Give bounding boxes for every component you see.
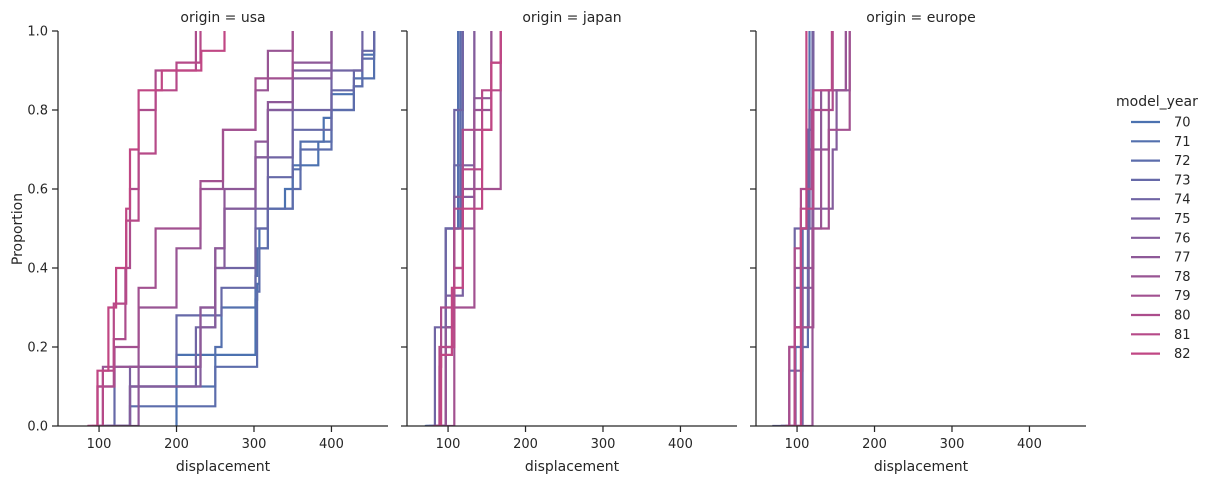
series-line-82 bbox=[794, 31, 808, 426]
facet-panel-2: origin = japan 100 200 300 400 displacement bbox=[401, 10, 737, 475]
facet-panel-1: origin = usa 100 200 300 400 0.0 0.2 0.4 0.6 0.8 1… bbox=[27, 10, 388, 475]
x-tick-label: 400 bbox=[668, 437, 693, 452]
legend-label: 73 bbox=[1174, 173, 1191, 188]
y-axis-label: Proportion bbox=[10, 193, 26, 265]
series-line-74 bbox=[429, 31, 464, 426]
legend-label: 74 bbox=[1174, 193, 1191, 208]
legend-entry-74: 74 bbox=[1131, 193, 1191, 208]
legend-label: 70 bbox=[1174, 116, 1191, 131]
x-tick-label: 200 bbox=[862, 437, 887, 452]
panel-title: origin = usa bbox=[180, 10, 265, 26]
series-lines bbox=[424, 31, 502, 426]
legend-entry-78: 78 bbox=[1131, 270, 1191, 285]
y-tick-label: 1.0 bbox=[27, 25, 48, 40]
legend-entry-77: 77 bbox=[1131, 251, 1191, 266]
x-axis-label: displacement bbox=[176, 459, 271, 475]
y-tick-label: 0.4 bbox=[27, 262, 48, 277]
legend-entry-80: 80 bbox=[1131, 309, 1191, 324]
x-tick-label: 100 bbox=[785, 437, 810, 452]
y-tick-label: 0.8 bbox=[27, 104, 48, 119]
x-tick-label: 100 bbox=[436, 437, 461, 452]
legend-label: 79 bbox=[1174, 289, 1191, 304]
series-line-82 bbox=[92, 31, 226, 426]
legend-label: 78 bbox=[1174, 270, 1191, 285]
series-line-79 bbox=[437, 31, 502, 426]
x-tick-label: 200 bbox=[164, 437, 189, 452]
legend-title: model_year bbox=[1116, 94, 1198, 110]
legend-entry-81: 81 bbox=[1131, 328, 1191, 343]
legend-entry-79: 79 bbox=[1131, 289, 1191, 304]
legend-entry-72: 72 bbox=[1131, 154, 1191, 169]
legend-label: 71 bbox=[1174, 135, 1191, 150]
x-axis-label: displacement bbox=[874, 459, 969, 475]
legend: model_year 70 71 72 73 74 75 76 77 78 79 80 81 82 bbox=[1116, 94, 1198, 362]
legend-label: 77 bbox=[1174, 251, 1191, 266]
facet-panel-3: origin = europe 100 200 300 400 displacement bbox=[750, 10, 1086, 475]
x-tick-label: 300 bbox=[242, 437, 267, 452]
facet-panels: origin = usa 100 200 300 400 0.0 0.2 0.4 0.6 0.8 1… bbox=[27, 10, 1086, 475]
legend-label: 80 bbox=[1174, 309, 1191, 324]
x-tick-label: 400 bbox=[1017, 437, 1042, 452]
x-tick-label: 100 bbox=[87, 437, 112, 452]
series-line-77 bbox=[97, 31, 333, 426]
legend-entry-82: 82 bbox=[1131, 347, 1191, 362]
series-line-82 bbox=[439, 31, 502, 426]
legend-entry-75: 75 bbox=[1131, 212, 1191, 227]
legend-label: 75 bbox=[1174, 212, 1191, 227]
y-tick-label: 0.6 bbox=[27, 183, 48, 198]
legend-label: 81 bbox=[1174, 328, 1191, 343]
panel-title: origin = japan bbox=[522, 10, 621, 26]
x-tick-label: 400 bbox=[319, 437, 344, 452]
series-lines bbox=[772, 31, 851, 426]
legend-entry-73: 73 bbox=[1131, 173, 1191, 188]
series-line-81 bbox=[785, 31, 833, 426]
panel-title: origin = europe bbox=[866, 10, 976, 26]
series-line-72 bbox=[116, 31, 376, 426]
y-tick-label: 0.0 bbox=[27, 420, 48, 435]
y-tick-label: 0.2 bbox=[27, 341, 48, 356]
legend-label: 72 bbox=[1174, 154, 1191, 169]
legend-entry-76: 76 bbox=[1131, 231, 1191, 246]
legend-entry-71: 71 bbox=[1131, 135, 1191, 150]
x-tick-label: 200 bbox=[513, 437, 538, 452]
series-lines bbox=[87, 31, 376, 426]
legend-label: 76 bbox=[1174, 231, 1191, 246]
x-tick-label: 300 bbox=[591, 437, 616, 452]
x-tick-label: 300 bbox=[940, 437, 965, 452]
legend-entry-70: 70 bbox=[1131, 116, 1191, 131]
x-axis-label: displacement bbox=[525, 459, 620, 475]
legend-entries: 70 71 72 73 74 75 76 77 78 79 80 81 82 bbox=[1131, 116, 1191, 362]
legend-label: 82 bbox=[1174, 347, 1191, 362]
